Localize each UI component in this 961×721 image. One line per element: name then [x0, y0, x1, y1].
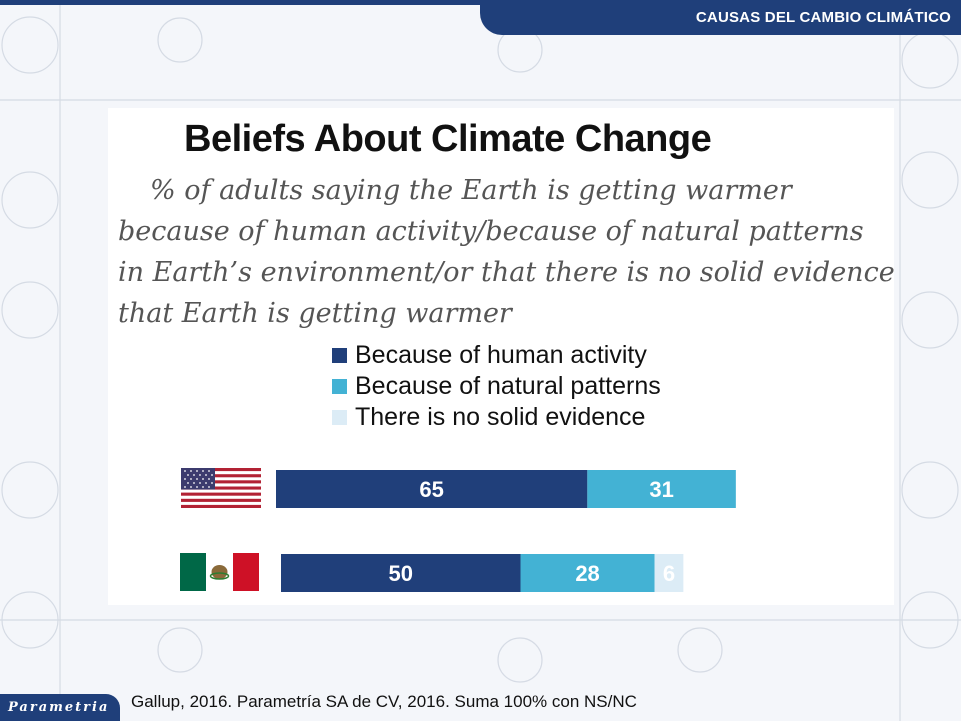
legend-item-no-evidence: There is no solid evidence — [332, 402, 661, 433]
bars-layer: 65 31 50 28 6 — [276, 470, 736, 592]
chart-subtitle: % of adults saying the Earth is getting … — [118, 175, 895, 329]
chart-title: Beliefs About Climate Change — [184, 118, 712, 160]
bar-us-series-1 — [587, 470, 736, 508]
bar-value-label: 50 — [389, 561, 413, 586]
logo-text: Parametria — [8, 700, 110, 715]
bar-value-label: 31 — [649, 477, 673, 502]
legend-swatch-natural — [332, 379, 347, 394]
legend-item-human: Because of human activity — [332, 340, 661, 371]
source-note: Gallup, 2016. Parametría SA de CV, 2016.… — [131, 692, 637, 711]
bar-mexico-series-0 — [281, 554, 521, 592]
header-tab: CAUSAS DEL CAMBIO CLIMÁTICO — [480, 5, 961, 35]
legend-item-natural: Because of natural patterns — [332, 371, 661, 402]
bar-value-label: 28 — [575, 561, 599, 586]
legend-label-natural: Because of natural patterns — [355, 372, 661, 400]
legend-swatch-human — [332, 348, 347, 363]
bar-us-series-0 — [276, 470, 588, 508]
chart-panel — [108, 108, 894, 605]
us-flag-icon — [181, 468, 261, 508]
legend-label-no-evidence: There is no solid evidence — [355, 403, 646, 431]
mexico-flag-icon — [180, 553, 259, 591]
bar-mexico-series-1 — [520, 554, 655, 592]
top-bar — [0, 0, 961, 5]
bar-value-label: 65 — [419, 477, 443, 502]
bar-mexico-series-2 — [654, 554, 684, 592]
legend-swatch-no-evidence — [332, 410, 347, 425]
bar-value-label: 6 — [663, 561, 675, 586]
header-title: CAUSAS DEL CAMBIO CLIMÁTICO — [695, 9, 951, 26]
parametria-logo: Parametria — [0, 694, 120, 721]
legend: Because of human activity Because of nat… — [332, 340, 661, 433]
legend-label-human: Because of human activity — [355, 341, 647, 369]
